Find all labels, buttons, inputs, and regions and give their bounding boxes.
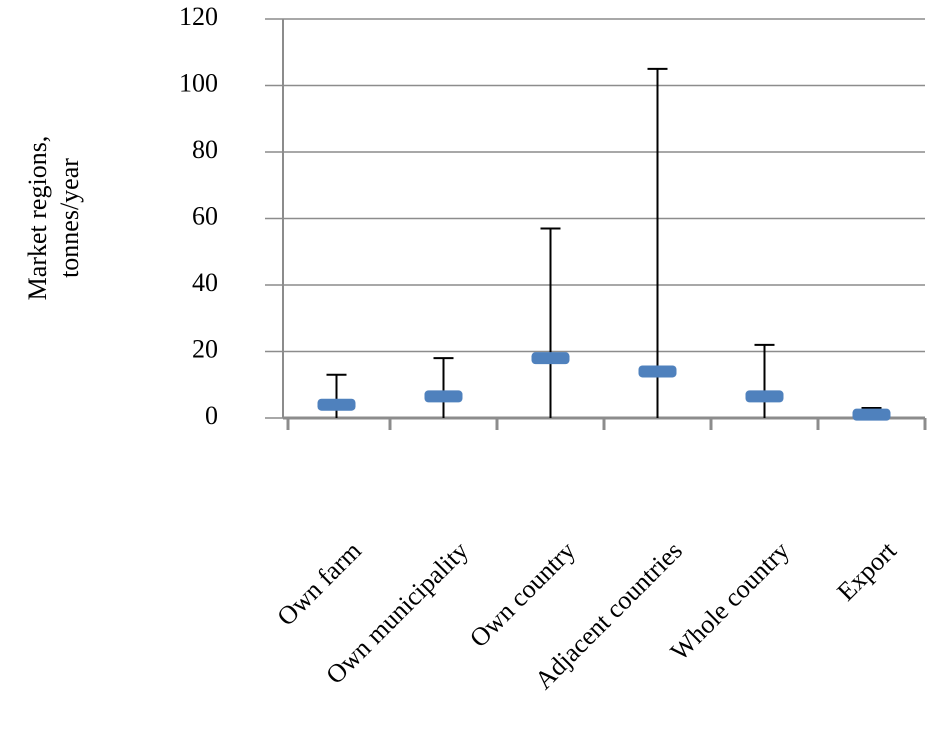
range-marker	[638, 365, 677, 378]
y-axis-label: Market regions,	[23, 136, 52, 301]
range-marker	[745, 390, 784, 403]
range-marker	[852, 408, 891, 421]
y-tick-label: 100	[179, 68, 218, 97]
range-marker	[424, 390, 463, 403]
range-marker	[317, 398, 356, 411]
y-tick-label: 0	[205, 401, 218, 430]
y-axis-label: tonnes/year	[55, 158, 84, 278]
y-tick-label: 40	[192, 268, 218, 297]
y-tick-label: 80	[192, 135, 218, 164]
x-tick-label: Own country	[464, 536, 581, 653]
y-tick-label: 120	[179, 2, 218, 31]
x-tick-label: Export	[831, 535, 902, 606]
range-marker	[531, 352, 570, 365]
x-tick-label: Own farm	[271, 536, 367, 632]
y-tick-label: 60	[192, 201, 218, 230]
y-tick-label: 20	[192, 334, 218, 363]
